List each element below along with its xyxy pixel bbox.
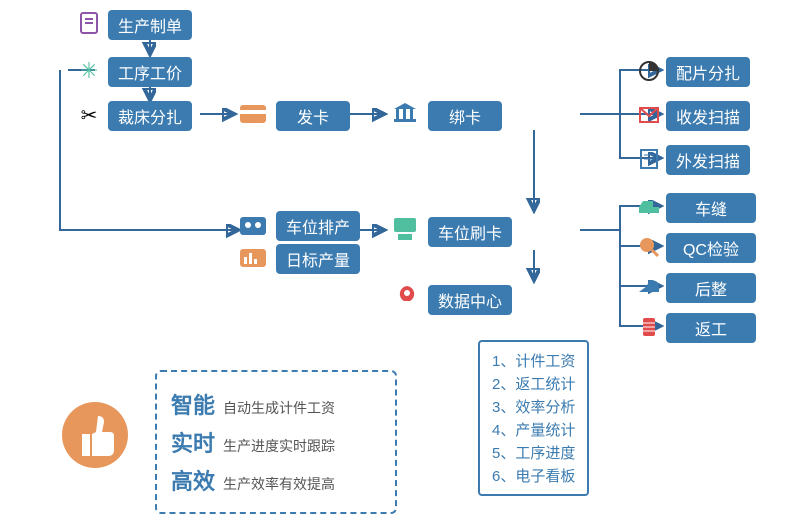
bank-icon (392, 100, 418, 126)
card-icon (240, 102, 266, 128)
node-split: 配片分扎 (666, 57, 750, 87)
node-finish: 后整 (666, 273, 756, 303)
node-target: 日标产量 (276, 244, 360, 274)
node-issue-card: 发卡 (276, 101, 350, 131)
node-sewing: 车缝 (666, 193, 756, 223)
group-icon (240, 214, 266, 240)
list-item: 2、返工统计 (492, 373, 575, 394)
node-bind-card: 绑卡 (428, 101, 502, 131)
list-icon (636, 146, 662, 172)
thumbs-up-icon (60, 400, 130, 470)
terminal-icon (392, 216, 418, 242)
node-cutting: 裁床分扎 (108, 101, 192, 131)
node-process-price: 工序工价 (108, 57, 192, 87)
sewing-icon (636, 194, 662, 220)
pie-icon (636, 58, 662, 84)
list-item: 3、效率分析 (492, 396, 575, 417)
output-list: 1、计件工资 2、返工统计 3、效率分析 4、产量统计 5、工序进度 6、电子看… (478, 340, 589, 496)
chart-icon (240, 246, 266, 272)
list-item: 4、产量统计 (492, 419, 575, 440)
node-schedule: 车位排产 (276, 211, 360, 241)
feature-val: 生产效率有效提高 (223, 474, 335, 494)
feature-key: 智能 (171, 388, 215, 420)
node-qc: QC检验 (666, 233, 756, 263)
feature-val: 生产进度实时跟踪 (223, 436, 335, 456)
qc-icon (636, 234, 662, 260)
node-production-order: 生产制单 (108, 10, 192, 40)
feature-val: 自动生成计件工资 (223, 398, 335, 418)
list-item: 6、电子看板 (492, 465, 575, 486)
bulb-icon (394, 284, 420, 310)
list-item: 5、工序进度 (492, 442, 575, 463)
node-scan1: 收发扫描 (666, 101, 750, 131)
node-swipe: 车位刷卡 (428, 217, 512, 247)
gear-icon: ✳ (76, 58, 102, 84)
doc-icon (76, 10, 102, 36)
features-box: 智能自动生成计件工资 实时生产进度实时跟踪 高效生产效率有效提高 (155, 370, 397, 514)
iron-icon (636, 274, 662, 300)
scissors-icon: ✂ (76, 102, 102, 128)
scan-icon (636, 102, 662, 128)
feature-key: 高效 (171, 464, 215, 496)
thread-icon (636, 314, 662, 340)
node-rework: 返工 (666, 313, 756, 343)
feature-key: 实时 (171, 426, 215, 458)
list-item: 1、计件工资 (492, 350, 575, 371)
node-scan2: 外发扫描 (666, 145, 750, 175)
node-data-center: 数据中心 (428, 285, 512, 315)
